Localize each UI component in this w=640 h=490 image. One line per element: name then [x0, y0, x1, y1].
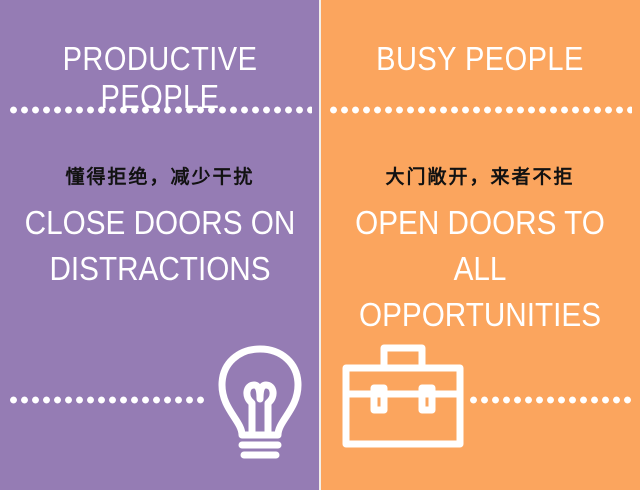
left-bottom-dotted-divider — [8, 396, 208, 404]
center-divider — [319, 0, 321, 490]
busy-people-chinese-subtitle: 大门敞开，来者不拒 — [385, 166, 575, 188]
productive-description-line-2: DISTRACTIONS — [49, 250, 271, 287]
briefcase-icon — [342, 344, 464, 448]
busy-description-line-2: ALL OPPORTUNITIES — [358, 250, 602, 333]
productive-people-description: CLOSE DOORS ON DISTRACTIONS — [16, 200, 304, 292]
busy-people-title: BUSY PEOPLE — [376, 40, 584, 77]
productive-people-chinese-subtitle: 懂得拒绝，减少干扰 — [65, 166, 255, 188]
right-bottom-dotted-divider — [468, 396, 634, 404]
busy-people-panel: BUSY PEOPLE 大门敞开，来者不拒 OPEN DOORS TO ALL … — [320, 0, 640, 490]
productive-description-line-1: CLOSE DOORS ON — [24, 204, 296, 241]
busy-people-description: OPEN DOORS TO ALL OPPORTUNITIES — [336, 200, 624, 338]
busy-description-line-1: OPEN DOORS TO — [355, 204, 605, 241]
left-top-dotted-divider — [8, 106, 312, 114]
productive-people-title: PRODUCTIVE PEOPLE — [62, 40, 258, 115]
lightbulb-icon — [218, 345, 302, 459]
right-top-dotted-divider — [328, 106, 632, 114]
productive-people-panel: PRODUCTIVE PEOPLE 懂得拒绝，减少干扰 CLOSE DOORS … — [0, 0, 320, 490]
